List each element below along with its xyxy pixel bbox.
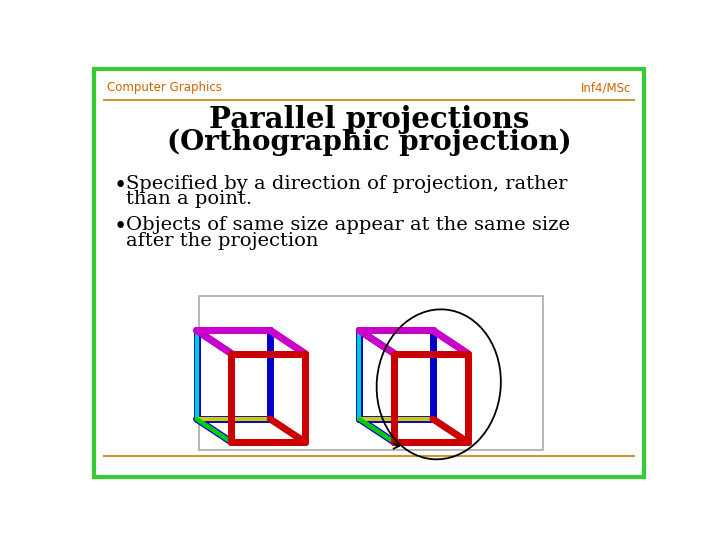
Text: •: •: [113, 217, 127, 239]
Text: than a point.: than a point.: [126, 190, 252, 208]
FancyBboxPatch shape: [199, 296, 544, 450]
Text: Parallel projections: Parallel projections: [209, 105, 529, 134]
Text: Objects of same size appear at the same size: Objects of same size appear at the same …: [126, 217, 570, 234]
Text: Computer Graphics: Computer Graphics: [107, 81, 222, 94]
Text: •: •: [113, 175, 127, 197]
Text: Specified by a direction of projection, rather: Specified by a direction of projection, …: [126, 175, 567, 193]
Text: after the projection: after the projection: [126, 232, 318, 250]
Text: Inf4/MSc: Inf4/MSc: [580, 81, 631, 94]
Text: (Orthographic projection): (Orthographic projection): [167, 129, 571, 156]
